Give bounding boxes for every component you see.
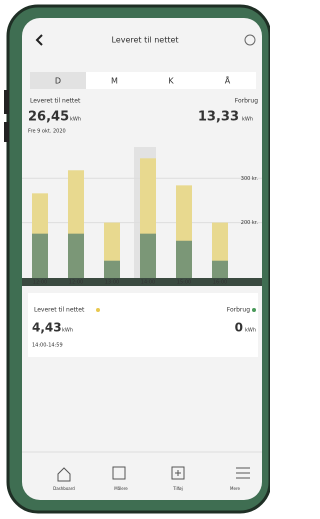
x-tick-label: 12:00: [69, 280, 83, 286]
x-tick-label: 13:00: [105, 280, 119, 286]
page: Leveret til nettet D M K Å Leveret til nett…: [0, 0, 270, 515]
x-tick-label: 15:00: [177, 280, 191, 286]
unit: kWh: [62, 328, 73, 334]
tab[interactable]: K: [168, 77, 174, 86]
consumption-bar: [68, 234, 84, 278]
y-tick-label: 300 kr.: [241, 176, 259, 182]
nav-label[interactable]: Dashboard: [53, 486, 75, 491]
side-button: [4, 90, 9, 114]
x-tick-label: 12:00: [33, 280, 47, 286]
y-tick-label: 200 kr.: [241, 220, 259, 226]
consumption-bar: [176, 241, 192, 278]
x-tick-label: 16:00: [213, 280, 227, 286]
nav-label[interactable]: Målere: [114, 486, 128, 491]
consumption-bar: [104, 261, 120, 278]
tab[interactable]: Å: [225, 75, 231, 86]
x-tick-label: 14:00: [141, 280, 155, 286]
side-button: [4, 122, 9, 142]
summary-value: 13,33: [198, 110, 239, 125]
detail-label: Forbrug: [227, 307, 250, 314]
summary-label: Leveret til nettet: [30, 98, 81, 105]
tab[interactable]: D: [55, 77, 61, 86]
tab[interactable]: M: [111, 77, 118, 86]
legend-dot: [96, 308, 100, 312]
legend-dot: [252, 308, 256, 312]
consumption-bar: [140, 234, 156, 278]
consumption-bar: [212, 261, 228, 278]
detail-value: 4,43: [32, 321, 62, 335]
date: Fre 9 okt. 2020: [28, 129, 66, 135]
page-title: Leveret til nettet: [111, 36, 178, 45]
screen: Leveret til nettet D M K Å Leveret til nett…: [0, 0, 270, 515]
unit: kWh: [242, 117, 253, 123]
summary-label: Forbrug: [235, 98, 258, 105]
consumption-bar: [32, 234, 48, 278]
summary-value: 26,45: [28, 110, 69, 125]
unit: kWh: [70, 117, 81, 123]
time-range: 14:00-14:59: [32, 343, 63, 349]
detail-value: 0: [235, 321, 243, 335]
unit: kWh: [245, 328, 256, 334]
detail-label: Leveret til nettet: [34, 307, 85, 314]
nav-label[interactable]: Tilføj: [172, 486, 183, 491]
nav-label[interactable]: Mere: [230, 486, 240, 491]
